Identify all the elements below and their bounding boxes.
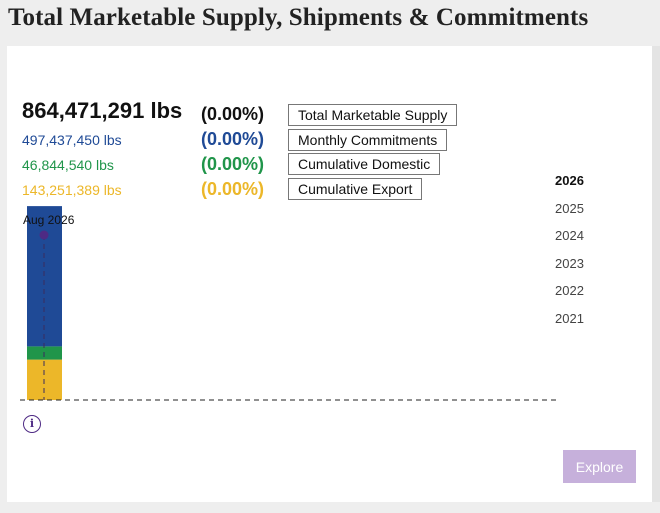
total-supply-value: 864,471,291 lbs <box>22 98 183 123</box>
explore-button[interactable]: Explore <box>563 450 636 483</box>
year-2022[interactable]: 2022 <box>555 283 584 298</box>
year-2021[interactable]: 2021 <box>555 311 584 326</box>
cumulative-export-pct: (0.00%) <box>201 179 265 199</box>
cumulative-export-value: 143,251,389 lbs <box>22 182 122 198</box>
legend-cumulative-domestic-button[interactable]: Cumulative Domestic <box>288 153 441 175</box>
legend-monthly-commitments-button[interactable]: Monthly Commitments <box>288 129 448 151</box>
scrollbar-track <box>652 46 660 502</box>
page-title: Total Marketable Supply, Shipments & Com… <box>8 4 589 31</box>
legend-total-supply-button[interactable]: Total Marketable Supply <box>288 104 458 126</box>
bar-segment-monthly-commitments <box>27 206 62 347</box>
year-2024[interactable]: 2024 <box>555 228 584 243</box>
monthly-commitments-pct: (0.00%) <box>201 129 265 149</box>
stacked-bar-chart: Aug 2026 <box>20 206 557 401</box>
year-2026[interactable]: 2026 <box>555 173 584 188</box>
total-supply-pct: (0.00%) <box>201 104 265 124</box>
x-category-label: Aug 2026 <box>23 213 75 227</box>
legend-cumulative-export-button[interactable]: Cumulative Export <box>288 178 423 200</box>
chart-card: 864,471,291 lbs 497,437,450 lbs 46,844,5… <box>7 46 652 502</box>
year-2025[interactable]: 2025 <box>555 201 584 216</box>
year-2023[interactable]: 2023 <box>555 256 584 271</box>
cumulative-domestic-pct: (0.00%) <box>201 154 265 174</box>
info-icon[interactable]: i <box>23 415 41 433</box>
cumulative-domestic-value: 46,844,540 lbs <box>22 157 114 173</box>
monthly-commitments-value: 497,437,450 lbs <box>22 132 122 148</box>
marker-dot <box>39 230 49 240</box>
